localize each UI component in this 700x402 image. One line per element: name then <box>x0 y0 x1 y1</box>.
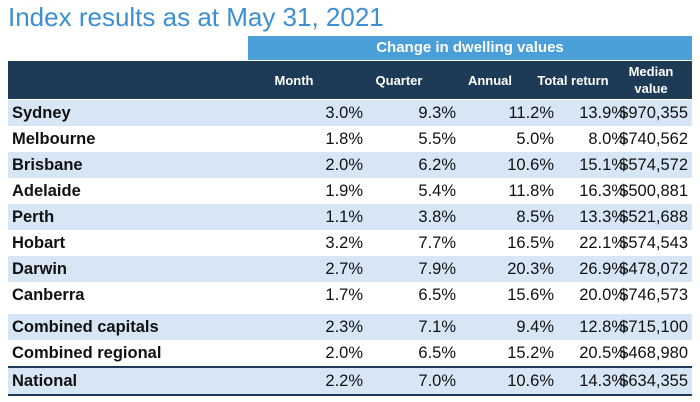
cell-total-return: 13.9% <box>579 104 626 122</box>
table-row: National 2.2% 7.0% 10.6% 14.3% $634,355 <box>8 368 692 394</box>
table-row: Sydney 3.0% 9.3% 11.2% 13.9% $970,355 <box>8 100 692 126</box>
col-header-quarter: Quarter <box>375 73 423 88</box>
cell-quarter: 7.7% <box>418 234 456 252</box>
cell-quarter: 3.8% <box>418 208 456 226</box>
col-header-month: Month <box>274 73 314 88</box>
cell-month: 2.0% <box>325 344 363 362</box>
table-row: Brisbane 2.0% 6.2% 10.6% 15.1% $574,572 <box>8 152 692 178</box>
cell-quarter: 5.4% <box>418 182 456 200</box>
cell-total-return: 26.9% <box>579 260 626 278</box>
cell-annual: 9.4% <box>516 318 554 336</box>
cell-total-return: 13.3% <box>579 208 626 226</box>
table-row: Combined capitals 2.3% 7.1% 9.4% 12.8% $715,1… <box>8 314 692 340</box>
cell-month: 2.7% <box>325 260 363 278</box>
cell-annual: 5.0% <box>516 130 554 148</box>
cell-median-value: $500,881 <box>619 182 688 200</box>
cell-quarter: 9.3% <box>418 104 456 122</box>
cell-region-name: Combined capitals <box>12 318 159 336</box>
cell-median-value: $521,688 <box>619 208 688 226</box>
cell-month: 2.0% <box>325 156 363 174</box>
cell-quarter: 7.0% <box>418 372 456 390</box>
cell-month: 3.0% <box>325 104 363 122</box>
cell-month: 1.9% <box>325 182 363 200</box>
cell-median-value: $574,543 <box>619 234 688 252</box>
cell-annual: 15.2% <box>507 344 554 362</box>
table-row: Combined regional 2.0% 6.5% 15.2% 20.5% $468,… <box>8 340 692 366</box>
cell-total-return: 20.5% <box>579 344 626 362</box>
cell-quarter: 7.9% <box>418 260 456 278</box>
cell-median-value: $574,572 <box>619 156 688 174</box>
cell-month: 2.2% <box>325 372 363 390</box>
table-bottom-border <box>8 394 692 396</box>
cell-total-return: 8.0% <box>588 130 626 148</box>
cell-median-value: $478,072 <box>619 260 688 278</box>
cell-region-name: Hobart <box>12 234 66 252</box>
col-header-median-line1: Median <box>628 64 674 79</box>
cell-total-return: 12.8% <box>579 318 626 336</box>
cell-quarter: 7.1% <box>418 318 456 336</box>
cell-median-value: $970,355 <box>619 104 688 122</box>
col-header-total-return: Total return <box>537 73 609 88</box>
cell-region-name: Adelaide <box>12 182 81 200</box>
cell-region-name: Melbourne <box>12 130 96 148</box>
cell-annual: 11.2% <box>508 104 554 122</box>
cell-annual: 20.3% <box>507 260 554 278</box>
cell-month: 3.2% <box>325 234 363 252</box>
cell-median-value: $740,562 <box>619 130 688 148</box>
cell-total-return: 16.3% <box>579 182 626 200</box>
cell-median-value: $468,980 <box>619 344 688 362</box>
cell-month: 1.8% <box>325 130 363 148</box>
cell-total-return: 15.1% <box>579 156 626 174</box>
table-row: Perth 1.1% 3.8% 8.5% 13.3% $521,688 <box>8 204 692 230</box>
cell-region-name: Canberra <box>12 286 85 304</box>
national-separator <box>8 366 692 368</box>
cell-annual: 11.8% <box>508 182 554 200</box>
cell-annual: 15.6% <box>507 286 554 304</box>
cell-quarter: 6.2% <box>418 156 456 174</box>
group-header: Change in dwelling values <box>248 36 692 60</box>
cell-month: 1.7% <box>325 286 363 304</box>
cell-median-value: $746,573 <box>619 286 688 304</box>
cell-quarter: 5.5% <box>418 130 456 148</box>
cell-total-return: 14.3% <box>579 372 626 390</box>
cell-quarter: 6.5% <box>418 286 456 304</box>
cell-region-name: National <box>12 372 78 390</box>
cell-month: 1.1% <box>325 208 363 226</box>
cell-annual: 16.5% <box>507 234 554 252</box>
cell-month: 2.3% <box>325 318 363 336</box>
table-header: Month Quarter Annual Total return Median… <box>8 61 692 99</box>
cell-annual: 8.5% <box>516 208 554 226</box>
cell-total-return: 20.0% <box>579 286 626 304</box>
page-title: Index results as at May 31, 2021 <box>8 2 384 32</box>
col-header-annual: Annual <box>467 73 513 88</box>
cell-region-name: Darwin <box>12 260 68 278</box>
table-row: Darwin 2.7% 7.9% 20.3% 26.9% $478,072 <box>8 256 692 282</box>
cell-median-value: $634,355 <box>619 372 688 390</box>
cell-annual: 10.6% <box>507 372 554 390</box>
cell-annual: 10.6% <box>507 156 554 174</box>
cell-median-value: $715,100 <box>619 318 688 336</box>
cell-region-name: Brisbane <box>12 156 83 174</box>
table-row: Hobart 3.2% 7.7% 16.5% 22.1% $574,543 <box>8 230 692 256</box>
table-row: Melbourne 1.8% 5.5% 5.0% 8.0% $740,562 <box>8 126 692 152</box>
cell-region-name: Combined regional <box>12 344 162 362</box>
table-row: Adelaide 1.9% 5.4% 11.8% 16.3% $500,881 <box>8 178 692 204</box>
col-header-median-line2: value <box>634 81 668 96</box>
cell-quarter: 6.5% <box>418 344 456 362</box>
cell-region-name: Sydney <box>12 104 71 122</box>
table-row: Canberra 1.7% 6.5% 15.6% 20.0% $746,573 <box>8 282 692 308</box>
cell-region-name: Perth <box>12 208 55 226</box>
cell-total-return: 22.1% <box>579 234 626 252</box>
